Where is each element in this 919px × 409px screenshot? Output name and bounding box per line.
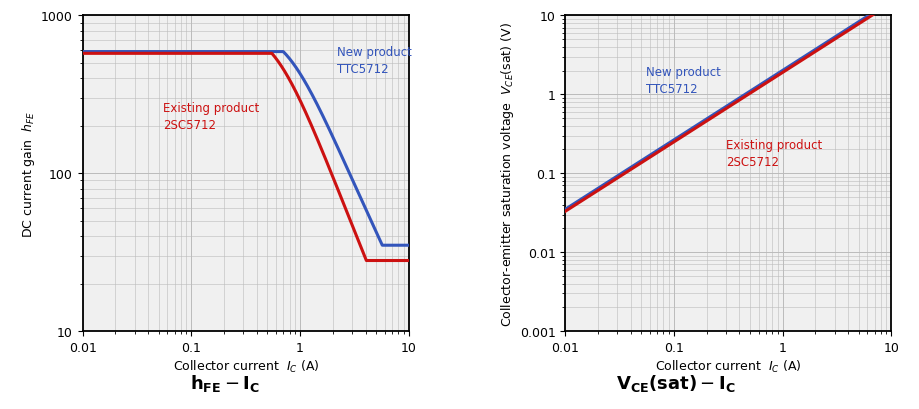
Text: Existing product
2SC5712: Existing product 2SC5712 [164,102,259,132]
Text: New product
TTC5712: New product TTC5712 [646,66,720,96]
Text: $\mathbf{h_{FE}}-\mathbf{I_C}$: $\mathbf{h_{FE}}-\mathbf{I_C}$ [190,372,260,393]
X-axis label: Collector current  $\mathit{I_C}$ (A): Collector current $\mathit{I_C}$ (A) [173,358,319,374]
Text: New product
TTC5712: New product TTC5712 [337,46,413,76]
Text: $\mathbf{V_{CE}}\mathbf{(sat)}-\mathbf{I_C}$: $\mathbf{V_{CE}}\mathbf{(sat)}-\mathbf{I… [616,372,735,393]
Y-axis label: DC current gain  $\mathit{h_{FE}}$: DC current gain $\mathit{h_{FE}}$ [20,110,37,237]
Y-axis label: Collector-emitter saturation voltage  $\mathit{V_{CE}}$(sat) (V): Collector-emitter saturation voltage $\m… [499,22,516,326]
X-axis label: Collector current  $\mathit{I_C}$ (A): Collector current $\mathit{I_C}$ (A) [655,358,801,374]
Text: Existing product
2SC5712: Existing product 2SC5712 [726,139,823,169]
